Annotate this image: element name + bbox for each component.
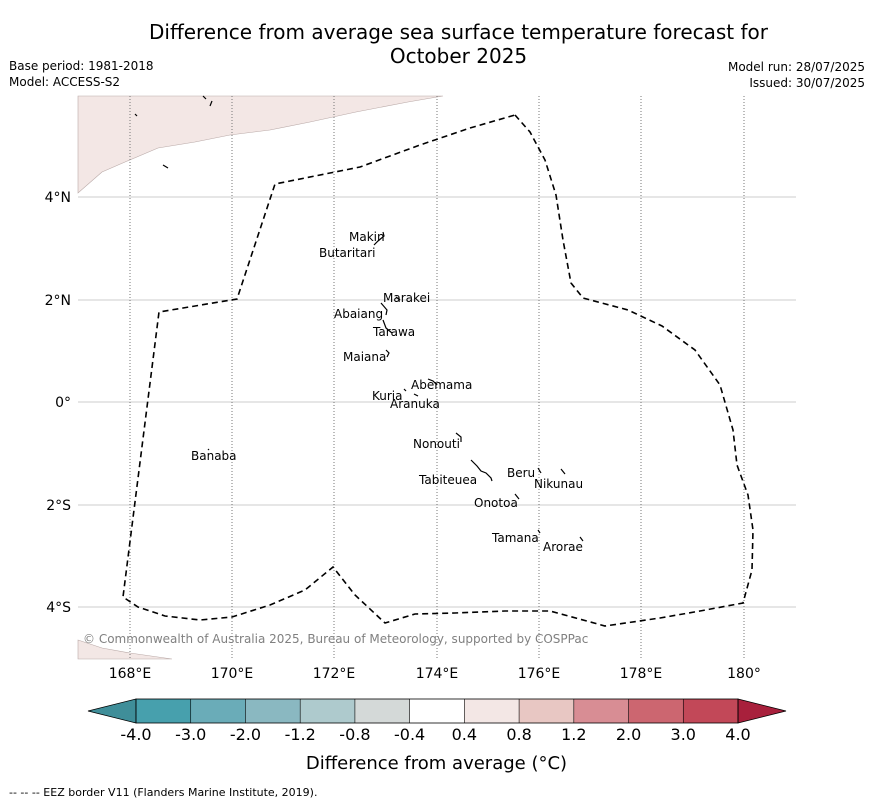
y-tick-label: 2°S <box>46 498 71 514</box>
colorbar-tick-label: 1.2 <box>561 725 586 744</box>
place-label: Nonouti <box>413 437 460 451</box>
colorbar-swatch <box>628 699 684 723</box>
eez-border <box>122 114 754 627</box>
colorbar-tick-label: -3.0 <box>175 725 206 744</box>
colorbar-swatch <box>573 699 629 723</box>
place-label: Onotoa <box>474 496 518 510</box>
colorbar-tick-label: -4.0 <box>120 725 151 744</box>
issued-date: Issued: 30/07/2025 <box>749 76 865 90</box>
map-area: Makin Butaritari Marakei Abaiang Tarawa … <box>77 95 796 660</box>
place-label: Nikunau <box>534 477 583 491</box>
islands <box>134 95 584 542</box>
place-label: Marakei <box>383 291 430 305</box>
place-label: Butaritari <box>319 246 376 260</box>
eez-legend-note: -- -- -- EEZ border V11 (Flanders Marine… <box>9 786 318 799</box>
place-label: Tarawa <box>372 325 415 339</box>
title-line-1: Difference from average sea surface temp… <box>148 20 768 44</box>
model-run: Model run: 28/07/2025 <box>727 60 865 74</box>
colorbar-tick-label: 4.0 <box>725 725 750 744</box>
colorbar-tick-label: 0.4 <box>452 725 477 744</box>
land-southwest <box>77 639 173 660</box>
y-axis-labels: 4°N 2°N 0° 2°S 4°S <box>45 190 72 616</box>
copyright-note: © Commonwealth of Australia 2025, Bureau… <box>83 632 589 646</box>
base-period: Base period: 1981-2018 <box>9 59 154 73</box>
colorbar-labels: -4.0 -3.0 -2.0 -1.2 -0.8 -0.4 0.4 0.8 1.2 2.0 3.0 4… <box>120 725 750 744</box>
meta-left: Base period: 1981-2018 Model: ACCESS-S2 <box>9 58 154 90</box>
colorbar-swatch <box>354 699 410 723</box>
colorbar-tick-label: -1.2 <box>285 725 316 744</box>
meridians <box>129 96 745 659</box>
colorbar-swatch <box>136 699 191 723</box>
colorbar-tick-label: -0.4 <box>394 725 425 744</box>
colorbar-title-unit: °C <box>538 753 561 774</box>
meta-right: Model run: 28/07/2025 Issued: 30/07/2025 <box>728 59 865 91</box>
colorbar-tick-label: -2.0 <box>230 725 261 744</box>
y-tick-label: 4°N <box>45 190 71 206</box>
place-label: Beru <box>507 466 535 480</box>
colorbar-swatch <box>464 699 520 723</box>
land-northwest <box>77 95 444 194</box>
model-name: Model: ACCESS-S2 <box>9 75 121 89</box>
place-label: Tabiteuea <box>418 473 477 487</box>
colorbar-title: Difference from average (​°C) <box>0 752 873 774</box>
colorbar-swatch <box>683 699 738 723</box>
x-tick-label: 174°E <box>416 666 459 682</box>
colorbar-swatch <box>519 699 574 723</box>
colorbar-tick-label: 2.0 <box>616 725 641 744</box>
place-label: Makin <box>349 230 385 244</box>
colorbar-extend-low <box>87 698 137 724</box>
place-label: Maiana <box>343 350 386 364</box>
x-tick-label: 172°E <box>313 666 356 682</box>
x-tick-label: 176°E <box>518 666 561 682</box>
colorbar-swatch <box>245 699 301 723</box>
x-tick-label: 168°E <box>109 666 152 682</box>
y-tick-label: 0° <box>55 395 71 411</box>
place-labels: Makin Butaritari Marakei Abaiang Tarawa … <box>191 230 583 554</box>
colorbar-tick-label: 0.8 <box>506 725 531 744</box>
colorbar <box>87 698 787 724</box>
page-title: Difference from average sea surface temp… <box>0 20 873 68</box>
place-label: Kuria <box>372 389 403 403</box>
colorbar-swatch <box>409 699 465 723</box>
place-label: Arorae <box>543 540 583 554</box>
colorbar-swatch <box>300 699 355 723</box>
colorbar-title-close: ) <box>560 753 568 774</box>
x-tick-label: 180° <box>727 666 761 682</box>
place-label: Abaiang <box>334 307 383 321</box>
place-label: Tamana <box>491 531 539 545</box>
x-axis-labels: 168°E 170°E 172°E 174°E 176°E 178°E 180° <box>109 666 761 682</box>
colorbar-title-main: Difference from average ( <box>305 753 539 774</box>
x-tick-label: 178°E <box>620 666 663 682</box>
place-label: Aranuka <box>390 397 440 411</box>
place-label: Abemama <box>411 378 472 392</box>
y-tick-label: 2°N <box>45 293 71 309</box>
title-line-2: October 2025 <box>389 44 528 68</box>
colorbar-swatch <box>190 699 246 723</box>
colorbar-extend-high <box>737 698 787 724</box>
x-tick-label: 170°E <box>211 666 254 682</box>
y-tick-label: 4°S <box>46 600 71 616</box>
place-label: Banaba <box>191 449 237 463</box>
colorbar-tick-label: -0.8 <box>339 725 370 744</box>
colorbar-tick-label: 3.0 <box>671 725 696 744</box>
